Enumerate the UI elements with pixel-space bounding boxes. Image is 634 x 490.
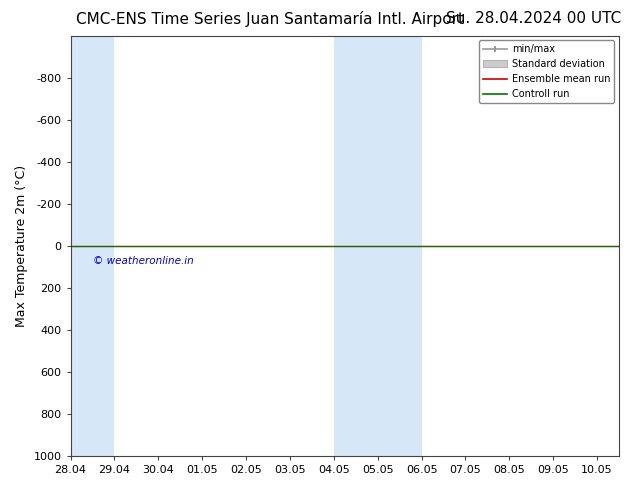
Bar bbox=[378, 36, 422, 456]
Bar bbox=[70, 36, 115, 456]
Bar bbox=[334, 36, 378, 456]
Y-axis label: Max Temperature 2m (°C): Max Temperature 2m (°C) bbox=[15, 165, 28, 327]
Text: CMC-ENS Time Series Juan Santamaría Intl. Airport: CMC-ENS Time Series Juan Santamaría Intl… bbox=[76, 11, 464, 27]
Text: © weatheronline.in: © weatheronline.in bbox=[93, 256, 193, 266]
Text: Su. 28.04.2024 00 UTC: Su. 28.04.2024 00 UTC bbox=[446, 11, 621, 26]
Legend: min/max, Standard deviation, Ensemble mean run, Controll run: min/max, Standard deviation, Ensemble me… bbox=[479, 41, 614, 103]
